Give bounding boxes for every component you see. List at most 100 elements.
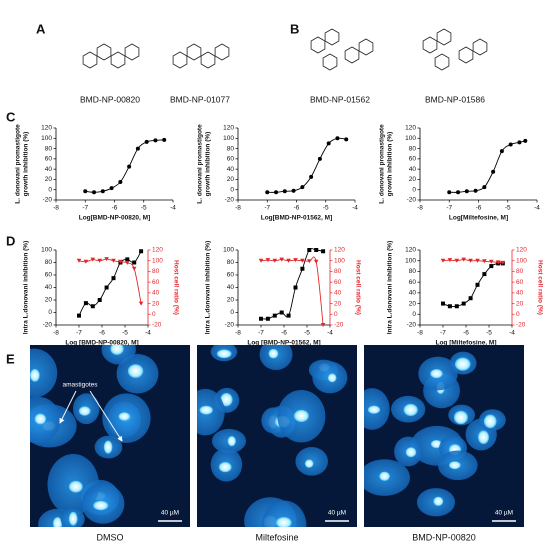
nucleus <box>448 461 461 470</box>
y-axis-label: L. donovani promastigote <box>197 124 204 204</box>
data-point <box>125 257 130 262</box>
data-point <box>76 258 82 263</box>
ring <box>310 36 326 54</box>
cells <box>30 345 159 527</box>
y2-tick-label: 120 <box>334 247 345 254</box>
ring <box>200 51 216 69</box>
ring <box>434 53 450 71</box>
y2-tick-label: 60 <box>516 279 524 286</box>
x-axis-label: Log [BMD-NP-00820, M] <box>65 340 138 347</box>
data-point <box>111 258 116 263</box>
y-tick-label: 0 <box>48 186 52 193</box>
y-axis-label: growth inhibition (%) <box>205 132 212 197</box>
fit-curve <box>260 248 324 320</box>
data-point <box>344 137 349 142</box>
nucleus <box>379 471 390 481</box>
y2-tick-label: 80 <box>334 268 342 275</box>
y2-axis-label: Host cell ratio (%) <box>354 260 361 315</box>
x-axis-label: Log [Miltefosine, M] <box>435 340 496 347</box>
structures <box>82 28 488 71</box>
data-point <box>125 260 130 265</box>
ring <box>322 53 338 71</box>
data-point <box>118 259 123 264</box>
data-point <box>265 316 270 321</box>
x-axis-label: Log[BMD-NP-01562, M] <box>261 215 333 222</box>
x-tick-label: -6 <box>281 330 287 337</box>
y-tick-label: 40 <box>227 284 235 291</box>
data-point <box>265 190 270 195</box>
nucleus <box>367 405 381 414</box>
data-point <box>307 259 312 264</box>
y2-tick-label: 120 <box>516 247 527 254</box>
data-point <box>279 257 284 262</box>
y2-tick-label: 100 <box>152 257 163 264</box>
data-point <box>468 258 473 263</box>
nucleus <box>52 517 63 527</box>
data-point <box>500 260 506 265</box>
nucleus <box>199 405 213 415</box>
data-point <box>447 190 452 195</box>
panel-label: C <box>6 109 16 124</box>
nucleus <box>34 413 47 425</box>
scale-bar-label: 40 µM <box>495 510 513 517</box>
data-point <box>293 285 298 290</box>
y-tick-label: 0 <box>230 309 234 316</box>
data-point <box>454 304 459 309</box>
data-point <box>293 258 298 263</box>
data-point <box>153 138 158 143</box>
data-point <box>300 266 305 271</box>
data-point <box>92 190 97 195</box>
y2-tick-label: 20 <box>334 300 342 307</box>
data-point <box>517 140 522 145</box>
data-point <box>321 249 326 254</box>
data-point <box>104 257 109 262</box>
data-point <box>335 136 340 141</box>
y-tick-label: 100 <box>223 135 234 142</box>
x-tick-label: -5 <box>505 205 511 212</box>
x-tick-label: -7 <box>446 205 452 212</box>
y-tick-label: 0 <box>412 311 416 318</box>
y2-tick-label: 0 <box>334 311 338 318</box>
y-tick-label: 120 <box>405 125 416 132</box>
image-caption: Miltefosine <box>255 532 298 542</box>
nucleus <box>433 496 444 507</box>
y-tick-label: 120 <box>41 125 52 132</box>
arrow <box>89 390 123 442</box>
panel-label: E <box>6 351 15 366</box>
data-point <box>162 137 167 142</box>
data-point <box>286 313 291 318</box>
ring <box>82 51 98 69</box>
y2-tick-label: -20 <box>516 322 526 329</box>
image-caption: BMD-NP-00820 <box>412 532 476 542</box>
nucleus <box>220 392 233 407</box>
nucleus <box>110 345 124 355</box>
y-tick-label: 80 <box>409 268 417 275</box>
y2-tick-label: 40 <box>152 290 160 297</box>
ring <box>214 43 230 61</box>
y2-tick-label: 0 <box>516 311 520 318</box>
nucleus <box>430 368 443 379</box>
data-point <box>109 186 114 191</box>
data-point <box>314 248 319 252</box>
panel-label: A <box>36 21 46 36</box>
x-tick-label: -7 <box>264 205 270 212</box>
panel-label: B <box>290 21 299 36</box>
panel-label: D <box>6 233 15 248</box>
y2-tick-label: 20 <box>152 300 160 307</box>
x-tick-label: -5 <box>122 330 128 337</box>
data-point <box>482 272 487 277</box>
nucleus <box>477 430 490 445</box>
x-tick-label: -8 <box>417 205 423 212</box>
y-tick-label: -20 <box>225 197 235 204</box>
compound-name: BMD-NP-01077 <box>170 94 230 104</box>
data-point <box>259 316 263 321</box>
y-tick-label: 80 <box>45 259 53 266</box>
x-tick-label: -8 <box>417 330 423 337</box>
y-tick-label: 80 <box>227 145 235 152</box>
y-tick-label: 100 <box>41 247 52 254</box>
y-tick-label: 60 <box>227 156 235 163</box>
nucleus <box>216 349 232 359</box>
x-tick-label: -6 <box>112 205 118 212</box>
ring <box>422 36 438 54</box>
data-point <box>482 259 487 264</box>
